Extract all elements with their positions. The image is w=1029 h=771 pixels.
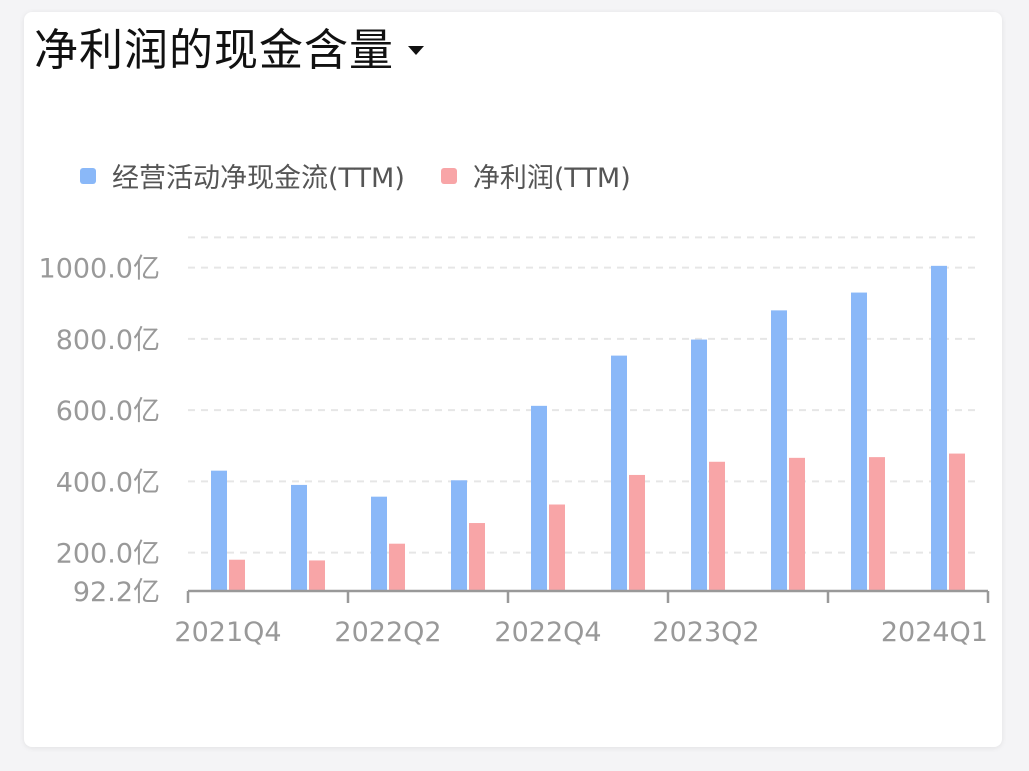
y-tick-label-0: 92.2亿 — [73, 577, 160, 608]
bar-cash-2022Q1 — [291, 484, 307, 591]
y-tick-label-1: 200.0亿 — [56, 539, 160, 570]
bar-profit-2023Q4 — [869, 457, 885, 591]
x-tick-label-2021Q4: 2021Q4 — [174, 617, 281, 648]
legend-swatch-cash — [80, 167, 96, 184]
chart-title: 净利润的现金含量 — [34, 25, 394, 76]
bar-cash-2023Q4 — [851, 292, 867, 591]
title-selector[interactable]: 净利润的现金含量 — [34, 14, 424, 78]
y-tick-label-4: 800.0亿 — [56, 325, 160, 356]
dropdown-caret-icon[interactable] — [408, 45, 424, 55]
x-tick-label-2023Q2: 2023Q2 — [652, 617, 759, 648]
bar-profit-2022Q4 — [549, 504, 565, 591]
bar-cash-2022Q2 — [371, 496, 387, 591]
bar-cash-2022Q4 — [531, 405, 547, 591]
bar-cash-2023Q1 — [611, 355, 627, 591]
bar-profit-2022Q1 — [309, 560, 325, 591]
y-tick-label-2: 400.0亿 — [56, 467, 160, 498]
x-tick-label-2022Q4: 2022Q4 — [494, 617, 601, 648]
x-tick-label-2024Q1: 2024Q1 — [881, 617, 988, 648]
x-tick-label-2022Q2: 2022Q2 — [334, 617, 441, 648]
legend-swatch-profit — [440, 167, 457, 184]
bar-profit-2023Q2 — [709, 461, 725, 591]
bar-cash-2023Q2 — [691, 339, 707, 591]
bar-profit-2022Q3 — [469, 523, 485, 591]
legend-label-cash: 经营活动净现金流(TTM) — [112, 163, 405, 194]
legend-label-profit: 净利润(TTM) — [472, 163, 631, 194]
chart-legend: 经营活动净现金流(TTM) 净利润(TTM) — [80, 156, 667, 195]
bar-profit-2024Q1 — [949, 453, 965, 591]
bar-cash-2021Q4 — [211, 470, 227, 591]
bar-cash-2023Q3 — [771, 310, 787, 591]
chart-card — [24, 12, 1002, 747]
bar-profit-2023Q3 — [789, 457, 805, 591]
bar-cash-2022Q3 — [451, 480, 467, 591]
bar-cash-2024Q1 — [931, 265, 947, 591]
y-tick-label-5: 1000.0亿 — [39, 254, 160, 285]
legend-item-profit[interactable]: 净利润(TTM) — [440, 156, 631, 195]
legend-item-cash[interactable]: 经营活动净现金流(TTM) — [80, 156, 405, 195]
bar-profit-2023Q1 — [629, 474, 645, 591]
y-tick-label-3: 600.0亿 — [56, 396, 160, 427]
bar-profit-2022Q2 — [389, 543, 405, 591]
bar-profit-2021Q4 — [229, 559, 245, 591]
